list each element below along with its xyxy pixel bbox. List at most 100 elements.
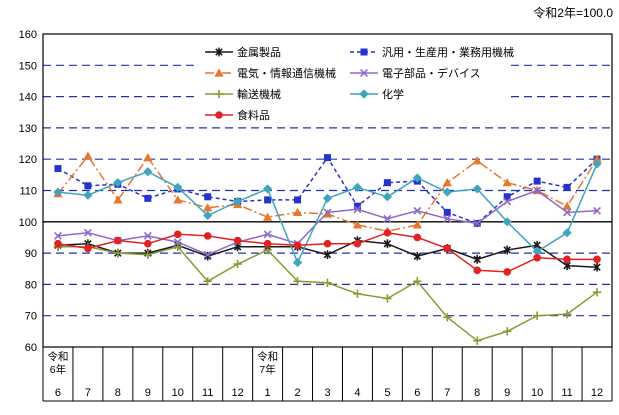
marker-circle	[503, 268, 511, 276]
marker-circle	[593, 255, 601, 264]
y-axis-label: 90	[25, 248, 37, 260]
marker-diamond	[359, 89, 369, 99]
x-axis-era-label: 令和	[257, 350, 278, 363]
marker-diamond	[292, 257, 303, 268]
marker-square	[360, 48, 368, 56]
marker-x	[353, 205, 362, 214]
y-axis-label: 120	[19, 154, 37, 166]
marker-diamond	[263, 184, 273, 194]
marker-diamond	[83, 190, 93, 200]
marker-triangle	[412, 220, 422, 229]
marker-triangle	[173, 195, 183, 204]
marker-triangle	[83, 151, 93, 160]
x-axis-month-label: 10	[531, 387, 543, 399]
marker-diamond	[53, 187, 63, 197]
x-axis-month-label: 2	[294, 387, 300, 399]
legend-label: 食料品	[237, 108, 270, 122]
marker-diamond	[472, 184, 482, 194]
marker-diamond	[382, 192, 392, 202]
marker-x	[323, 208, 332, 217]
marker-triangle	[502, 178, 512, 187]
marker-circle	[173, 230, 182, 239]
x-axis-era-label: 7年	[259, 363, 275, 376]
y-axis-label: 160	[19, 29, 37, 41]
marker-triangle	[292, 207, 303, 217]
marker-x	[503, 197, 512, 206]
marker-square	[84, 182, 92, 190]
x-axis-month-label: 7	[444, 387, 450, 399]
legend-label: 金属製品	[237, 45, 281, 59]
legend-label: 化学	[382, 87, 404, 101]
marker-triangle	[203, 203, 213, 212]
marker-diamond	[322, 193, 333, 203]
marker-diamond	[352, 182, 363, 192]
marker-x	[203, 250, 212, 259]
x-axis-month-label: 9	[145, 387, 151, 399]
marker-square	[383, 179, 391, 187]
marker-circle	[323, 239, 332, 248]
marker-square	[264, 196, 272, 204]
marker-diamond	[203, 210, 213, 221]
marker-x	[413, 206, 422, 215]
marker-circle	[84, 244, 92, 253]
marker-circle	[563, 255, 571, 264]
marker-triangle	[113, 195, 123, 204]
y-axis-label: 110	[19, 186, 37, 198]
x-axis-month-label: 12	[232, 387, 244, 399]
marker-x	[173, 238, 182, 247]
x-axis-month-label: 9	[504, 387, 510, 399]
marker-square	[54, 165, 62, 173]
x-axis-month-label: 4	[354, 387, 360, 399]
marker-diamond	[113, 178, 123, 188]
marker-x	[143, 231, 152, 240]
x-axis-era-label: 令和	[47, 350, 68, 363]
x-axis-month-label: 6	[55, 387, 61, 399]
marker-triangle	[352, 220, 363, 229]
marker-circle	[215, 111, 223, 119]
x-axis-month-label: 7	[85, 387, 91, 399]
marker-x	[563, 208, 572, 217]
marker-circle	[443, 244, 452, 253]
marker-square	[294, 196, 302, 204]
marker-circle	[233, 236, 242, 245]
legend-label: 汎用・生産用・業務用機械	[382, 45, 514, 59]
x-axis-month-label: 8	[474, 387, 480, 399]
x-axis-era-label: 6年	[50, 363, 66, 376]
marker-x	[533, 186, 542, 195]
x-axis-month-label: 6	[414, 387, 420, 399]
x-axis-month-label: 1	[265, 387, 271, 399]
marker-diamond	[562, 228, 572, 238]
marker-circle	[473, 266, 482, 275]
marker-square	[503, 193, 511, 201]
marker-circle	[533, 253, 541, 262]
x-axis-month-label: 3	[324, 387, 330, 399]
y-axis-label: 130	[19, 123, 37, 135]
marker-diamond	[442, 187, 452, 197]
x-axis-month-label: 12	[591, 387, 603, 399]
marker-square	[353, 202, 361, 210]
marker-square	[563, 183, 571, 191]
marker-x	[83, 228, 92, 237]
x-axis-month-label: 11	[561, 387, 572, 399]
marker-x	[593, 206, 601, 215]
marker-circle	[293, 241, 302, 250]
series-line-輸送機械	[58, 245, 598, 342]
marker-square	[533, 177, 541, 185]
marker-x	[383, 214, 392, 223]
chart-index-base-note: 令和2年=100.0	[533, 6, 613, 20]
y-axis-label: 150	[19, 60, 37, 72]
marker-x	[360, 69, 368, 77]
marker-triangle	[562, 201, 572, 210]
marker-x	[54, 231, 62, 240]
marker-circle	[144, 239, 152, 248]
x-axis-month-label: 10	[172, 387, 184, 399]
marker-circle	[203, 232, 212, 240]
x-axis-month-label: 5	[384, 387, 390, 399]
marker-x	[473, 219, 482, 228]
marker-diamond	[592, 159, 602, 169]
marker-diamond	[502, 217, 512, 227]
marker-square	[204, 193, 212, 201]
marker-triangle	[214, 68, 224, 77]
marker-diamond	[412, 173, 422, 183]
marker-triangle	[472, 156, 482, 165]
